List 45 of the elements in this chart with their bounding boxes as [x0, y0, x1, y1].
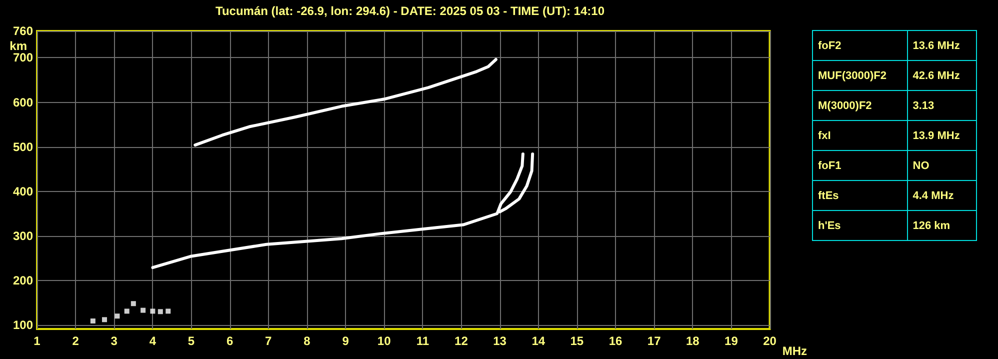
- x-tick-label: 1: [34, 334, 41, 348]
- y-axis-title: km: [10, 38, 27, 53]
- x-tick-label: 3: [110, 334, 118, 348]
- y-tick-label: 760: [12, 24, 34, 38]
- text: h'Es: [812, 210, 908, 240]
- x-tick-label: 16: [608, 334, 622, 348]
- text: 42.6 MHz: [907, 60, 976, 90]
- text: M(3000)F2: [812, 90, 908, 120]
- x-tick-label: 14: [532, 334, 546, 348]
- x-tick-label: 15: [570, 334, 584, 348]
- y-tick-label: 400: [12, 184, 34, 198]
- text: 126 km: [907, 210, 976, 240]
- x-tick-label: 2: [72, 334, 80, 348]
- text: 13.9 MHz: [907, 120, 976, 150]
- x-tick-label: 17: [647, 334, 662, 348]
- text: ftEs: [812, 180, 908, 210]
- y-tick-label: 100: [12, 318, 34, 332]
- text: fxI: [812, 120, 908, 150]
- x-tick-label: 19: [724, 334, 738, 348]
- x-tick-label: 5: [188, 334, 195, 348]
- text: 3.13: [907, 90, 976, 120]
- x-tick-label: 12: [454, 334, 468, 348]
- y-tick-label: 500: [12, 140, 34, 154]
- text: 4.4 MHz: [907, 180, 976, 210]
- text: foF1: [812, 150, 908, 180]
- x-tick-label: 13: [493, 334, 507, 348]
- x-tick-label: 7: [265, 334, 272, 348]
- x-tick-label: 18: [686, 334, 700, 348]
- x-tick-label: 8: [304, 334, 311, 348]
- x-tick-label: 9: [342, 334, 350, 348]
- y-tick-label: 600: [12, 95, 34, 110]
- y-tick-label: 300: [12, 228, 34, 243]
- y-tick-label: 700: [12, 50, 34, 65]
- text: 13.6 MHz: [907, 30, 976, 60]
- x-tick-label: 11: [416, 334, 430, 348]
- x-tick-label: 10: [377, 334, 392, 348]
- text: NO: [907, 150, 976, 180]
- text: MUF(3000)F2: [812, 60, 908, 90]
- x-tick-label: 6: [226, 334, 234, 348]
- y-tick-label: 200: [12, 273, 34, 288]
- x-axis-title: MHz: [782, 344, 807, 358]
- chart-title: Tucumán (lat: -26.9, lon: 294.6) - DATE: 2025 05 03 - TIME (UT): 14:10: [216, 4, 605, 18]
- text: foF2: [812, 30, 908, 60]
- x-tick-label: 4: [149, 334, 156, 348]
- x-tick-label: 20: [763, 334, 777, 348]
